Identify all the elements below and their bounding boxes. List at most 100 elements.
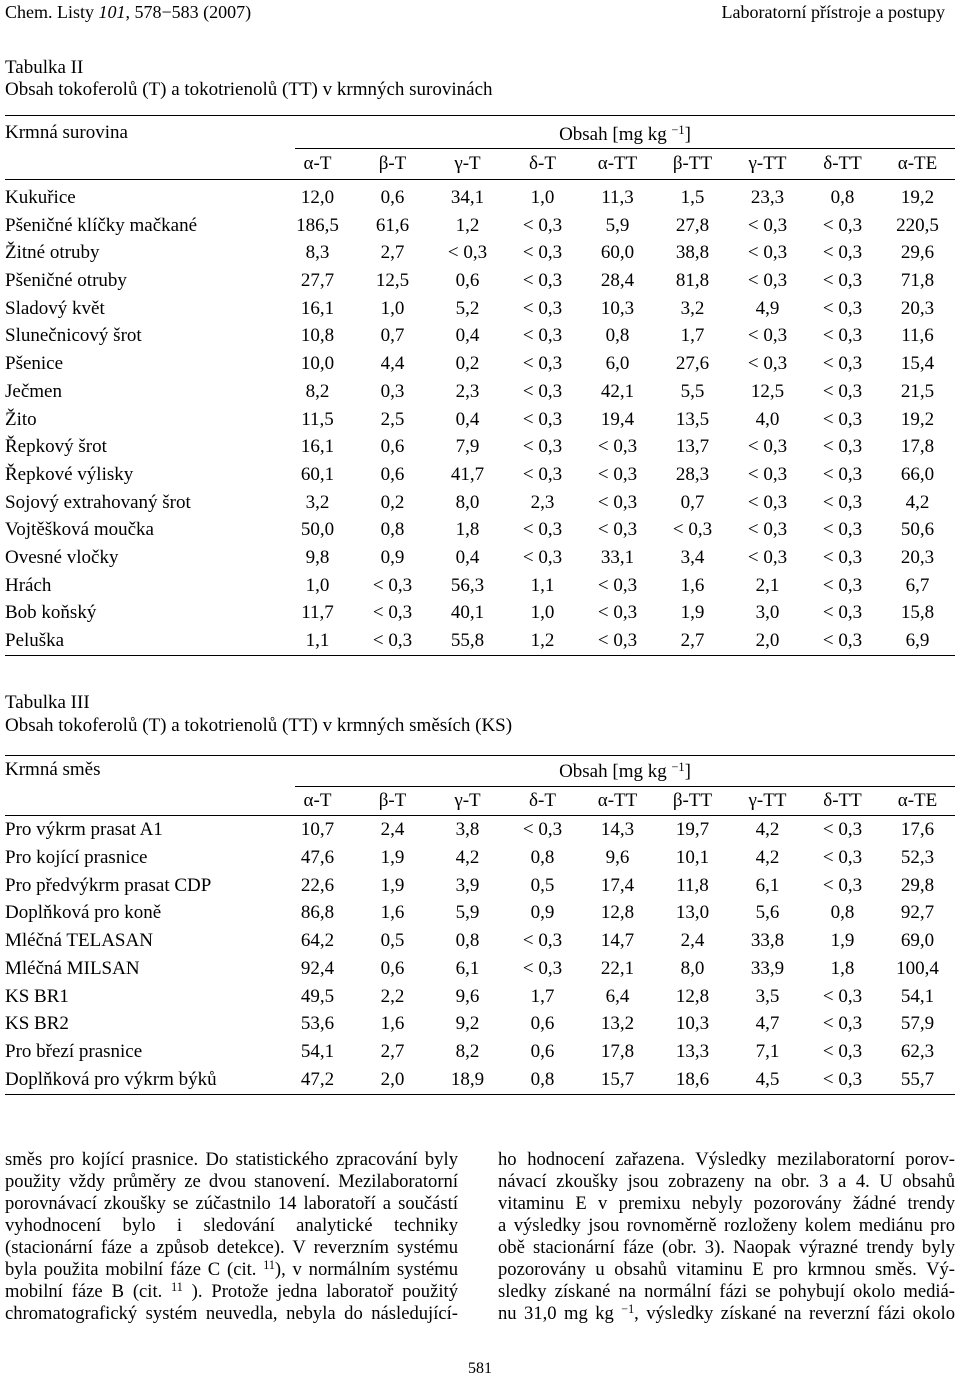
table-cell: 19,2 [900,408,935,430]
table-cell: 1,2 [530,630,555,651]
column-header: γ-TT [748,790,787,811]
table-cell: < 0,3 [522,380,563,402]
table-cell: 41,7 [450,463,485,485]
table-cell: 6,9 [905,630,930,651]
table-cell: 0,7 [380,325,405,347]
superscript: 11 [171,1279,183,1294]
table-cell: 0,2 [455,353,480,375]
table-bottom-rule [5,1093,955,1095]
table-cell: 0,6 [380,463,405,485]
table-cell: 0,8 [455,930,480,951]
table-top-rule [5,115,955,116]
table-cell: 12,0 [300,187,335,208]
row-label: Pšeničné klíčky mačkané [5,214,198,236]
table-row: Řepkový šrot 16,1 0,6 7,9 < 0,3 < 0,3 13,7 < 0,… [5,433,955,461]
table-cell: 8,0 [455,491,480,513]
row-label: Pro kojící prasnice [5,846,148,868]
unit-bracket: ] [684,124,691,145]
text-line: použity vždy průměry ze dvou stanovení. … [5,1171,458,1193]
table-cell: 11,6 [901,325,934,347]
table-cell: 9,2 [455,1013,480,1035]
table-row: Pšenice 10,0 4,4 0,2 < 0,3 6,0 27,6 < 0,3 < 0,3 1… [5,350,955,378]
table-cell: 55,7 [900,1068,935,1090]
table-cell: < 0,3 [822,214,863,236]
text-line: porovnávací zkoušky se zúčastnilo 14 lab… [5,1193,458,1215]
table-cell: < 0,3 [597,436,638,458]
table-cell: 86,8 [300,902,335,924]
column-header-row: α-T β-T γ-T δ-T α-TT β-TT γ-TT δ-TT α-TE [5,149,955,179]
table-body: Pro výkrm prasat A1 10,7 2,4 3,8 < 0,3 14,3 19… [5,816,955,1094]
body-column-right: ho hodnocení zařazena. Výsledky mezilabo… [498,1149,955,1325]
table-cell: 0,6 [380,436,405,458]
table-cell: 4,7 [755,1013,780,1035]
table-cell: 5,2 [455,297,480,319]
table-cell: 40,1 [450,602,485,624]
row-label: Slunečnicový šrot [5,325,142,347]
table-cell: 0,6 [380,187,405,208]
text-line: mobilní fáze B (cit. 11 ). Protože jedna… [5,1281,458,1303]
table-cell: < 0,3 [822,436,863,458]
table-cell: < 0,3 [747,491,788,513]
text-run: použity vždy průměry ze dvou stanovení. … [5,1171,458,1192]
table-cell: 49,5 [300,985,335,1007]
table-cell: 3,8 [455,819,480,840]
table-cell: 54,1 [300,1041,335,1062]
table-cell: < 0,3 [747,463,788,485]
row-label: Pšeničné otruby [5,270,127,292]
table-cell: 18,6 [675,1068,710,1090]
table-cell: < 0,3 [822,546,863,568]
table-row: Pro kojící prasnice 47,6 1,9 4,2 0,8 9,6 10,1 4… [5,844,955,872]
table-cell: 5,9 [605,214,630,236]
table-cell: 0,8 [380,519,405,541]
table-cell: 92,7 [900,902,935,924]
text-line: obě stacionární fáze (obr. 3). Naopak vý… [498,1237,955,1259]
table-cell: 33,1 [600,546,635,568]
text-line: a výsledky jsou rovnoměrně rozloženy kol… [498,1215,955,1237]
table-cell: 1,9 [380,874,405,896]
table-cell: 3,9 [455,874,480,896]
table-cell: < 0,3 [522,519,563,541]
table-cell: 13,2 [600,1013,635,1035]
table-row: Řepkové výlisky 60,1 0,6 41,7 < 0,3 < 0,3 28,3… [5,461,955,489]
table-cell: < 0,3 [747,436,788,458]
text-line: nu 31,0 mg kg −1, výsledky získané na re… [498,1303,955,1325]
table-cell: 29,8 [900,874,935,896]
page-number: 581 [468,1360,492,1377]
table-cell: 6,0 [605,353,630,375]
row-header-label: Krmná směs [5,759,101,780]
table-row: Ovesné vločky 9,8 0,9 0,4 < 0,3 33,1 3,4 < 0,3 <… [5,544,955,572]
row-label: Řepkový šrot [5,436,107,458]
text-run: pozorovány u obsahů vitaminu E pro krmno… [498,1259,955,1280]
table-cell: 1,1 [530,574,555,596]
table-cell: 6,1 [455,957,480,979]
table-2: Krmná surovina Obsah [mg kg −1] α-T β-T γ-… [5,115,955,656]
table-cell: 52,3 [900,846,935,868]
text-line: (stacionární fáze a způsob detekce). V r… [5,1237,458,1259]
table-cell: 10,3 [600,297,635,319]
table-cell: 10,0 [300,353,335,375]
column-header: β-T [378,790,407,811]
table-cell: 57,9 [900,1013,935,1035]
table-cell: 9,8 [305,546,330,568]
table-cell: < 0,3 [822,380,863,402]
table-cell: 5,5 [680,380,705,402]
table-cell: 2,2 [380,985,405,1007]
table-cell: < 0,3 [597,602,638,624]
table-cell: 12,8 [600,902,635,924]
table-cell: 0,8 [830,187,855,208]
table-cell: 4,2 [755,819,780,840]
table-cell: 20,3 [900,297,935,319]
text-run: a výsledky jsou rovnoměrně rozloženy kol… [498,1215,955,1236]
text-line: vitaminu E v premixu nebyly pozorovány ž… [498,1193,955,1215]
row-label: Kukuřice [5,187,76,208]
unit-bracket: ] [684,761,691,782]
column-header: α-T [303,153,332,174]
column-header-spacer [5,149,280,179]
table-cell: < 0,3 [822,1068,863,1090]
table-2-caption: Obsah tokoferolů (T) a tokotrienolů (TT)… [5,79,493,100]
table-row: Pro předvýkrm prasat CDP 22,6 1,9 3,9 0,5 17,… [5,872,955,900]
table-row: Sladový květ 16,1 1,0 5,2 < 0,3 10,3 3,2 4,9 < 0… [5,295,955,323]
table-cell: 1,1 [305,630,330,651]
row-label: Žitné otruby [5,242,100,264]
row-label: Bob koňský [5,602,97,624]
